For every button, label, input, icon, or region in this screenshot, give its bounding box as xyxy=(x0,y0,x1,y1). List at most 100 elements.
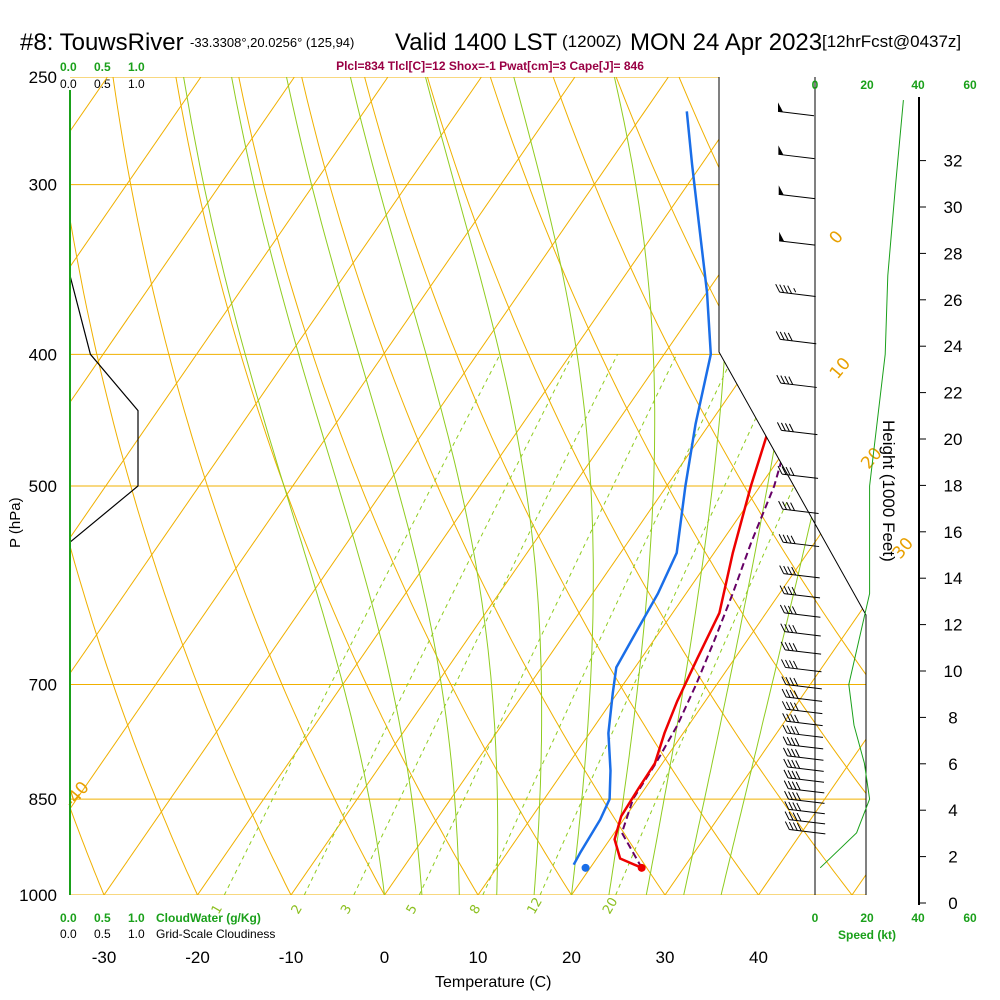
wind-barb-feather xyxy=(785,659,790,669)
wind-barb-feather xyxy=(783,565,789,575)
wind-barb-feather xyxy=(787,770,793,779)
dry-adiabat-line xyxy=(70,77,212,895)
wind-barb-feather xyxy=(796,792,801,801)
pressure-tick-label: 1000 xyxy=(19,886,57,905)
wind-barb-feather xyxy=(796,822,802,832)
speed-tick-label: 0 xyxy=(812,911,819,925)
wind-barb-feather xyxy=(787,605,793,615)
wind-barb-half xyxy=(793,287,797,293)
wind-barb-feather xyxy=(781,688,787,698)
wind-barb-staff xyxy=(785,666,822,673)
wind-barb-feather xyxy=(787,332,793,342)
isotherm-line xyxy=(70,77,202,895)
wind-barb-feather xyxy=(781,676,787,685)
wind-barb-pennant xyxy=(778,185,784,195)
wind-barb-feather xyxy=(794,737,800,747)
wind-barb-feather xyxy=(785,466,791,476)
cloud-top-1: 1.0 xyxy=(128,77,145,91)
wind-barb-feather xyxy=(780,422,786,432)
wind-barb-feather xyxy=(795,781,801,791)
wind-barb-feather xyxy=(788,811,794,821)
wind-barb xyxy=(783,758,824,772)
wind-barb-staff xyxy=(785,684,822,690)
temperature-tick-label: -30 xyxy=(92,948,117,967)
wind-barb-feather xyxy=(780,375,786,384)
wind-barb-feather xyxy=(793,677,799,687)
cloudiness-curve xyxy=(69,275,139,543)
mixing-ratio-label: 8 xyxy=(467,902,484,917)
wind-barb-feather xyxy=(779,604,785,614)
height-tick-label: 2 xyxy=(948,848,957,867)
wind-barb-staff xyxy=(784,631,821,637)
wind-speed-curve xyxy=(819,100,904,869)
wind-barb-feather xyxy=(795,749,800,758)
wind-barb xyxy=(780,623,821,637)
wind-barb-feather xyxy=(783,747,788,757)
wind-barb-feather xyxy=(790,502,796,511)
cloud-bottom-05: 0.5 xyxy=(94,927,111,941)
wind-barb xyxy=(781,701,823,715)
wind-barb-feather xyxy=(779,585,785,594)
height-tick-label: 30 xyxy=(944,198,963,217)
pressure-tick-label: 700 xyxy=(29,676,57,695)
wind-barb xyxy=(781,659,822,673)
wind-barb xyxy=(777,465,819,479)
wind-barb-feather xyxy=(788,624,794,633)
top-scales: 0.0 0.5 1.0 0.0 0.5 1.0 xyxy=(60,60,145,91)
wind-barb xyxy=(782,724,823,738)
speed-tick-label: 40 xyxy=(911,78,925,92)
wind-barb-staff xyxy=(777,110,815,117)
cloudiness-title: Grid-Scale Cloudiness xyxy=(156,927,275,941)
speed-tick-label: 0 xyxy=(812,78,819,92)
speed-tick-label: 60 xyxy=(963,78,977,92)
wind-barb-feather xyxy=(788,642,794,652)
mixing-ratio-label: 5 xyxy=(404,902,421,917)
mixing-ratio-label: 3 xyxy=(338,902,355,917)
wind-barb-staff xyxy=(787,744,824,750)
wind-barb-feather xyxy=(789,467,795,476)
wind-barb-feather xyxy=(792,643,798,652)
mixing-ratio-line xyxy=(418,354,678,895)
wind-barb xyxy=(782,736,824,750)
height-tick-label: 28 xyxy=(944,244,963,263)
wind-barb xyxy=(781,676,822,690)
surface-dewpoint-dot xyxy=(581,863,590,872)
wind-barb-staff xyxy=(778,153,815,160)
utc-time: (1200Z) xyxy=(562,32,622,51)
wind-barb-staff xyxy=(786,708,823,715)
wind-barb-feather xyxy=(782,724,788,734)
wind-barb-feather xyxy=(786,725,792,734)
wind-barb-feather xyxy=(783,780,789,789)
wind-barb-feather xyxy=(788,791,793,800)
diagram-boundary xyxy=(718,77,867,895)
wind-barb-staff xyxy=(784,612,821,618)
height-tick-label: 26 xyxy=(944,291,963,310)
wind-barb-feather xyxy=(784,642,790,651)
speed-tick-label: 20 xyxy=(860,78,874,92)
moist-adiabat-line xyxy=(506,77,594,895)
height-tick-label: 8 xyxy=(948,708,957,727)
dry-adiabat-line xyxy=(855,77,866,895)
wind-barb-feather xyxy=(794,714,800,724)
wind-barb-feather xyxy=(776,422,782,431)
wind-barb-staff xyxy=(787,766,824,772)
wind-barb-feather xyxy=(787,285,793,294)
wind-barb-feather xyxy=(790,725,796,735)
wind-barb-staff xyxy=(782,508,819,514)
cw-bottom-05: 0.5 xyxy=(94,911,111,925)
diagram-grid xyxy=(70,77,866,895)
wind-barb-staff xyxy=(785,649,822,655)
dry-adiabat-line xyxy=(544,77,866,895)
wind-barb-feather xyxy=(790,714,796,723)
wind-barb-feather xyxy=(784,801,790,810)
isotherm-line xyxy=(70,77,295,895)
pressure-tick-label: 500 xyxy=(29,477,57,496)
wind-barb-feather xyxy=(791,770,797,780)
wind-barb-feather xyxy=(780,641,786,651)
wind-barb-feather xyxy=(789,689,795,699)
height-tick-label: 6 xyxy=(948,755,957,774)
wind-barb-staff xyxy=(778,193,815,200)
mixing-ratio-line xyxy=(615,354,854,895)
cw-bottom-0: 0.0 xyxy=(60,911,77,925)
wind-barb-feather xyxy=(779,565,785,574)
